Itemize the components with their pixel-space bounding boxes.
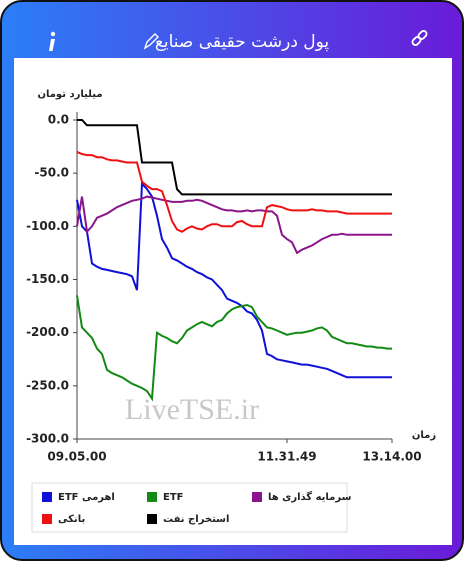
legend-swatch [42,492,52,502]
legend-box [31,482,348,533]
legend-swatch [147,492,157,502]
legend-label: ETF اهرمی [58,492,115,503]
x-tick-label: 11.31.49 [257,450,316,464]
legend-swatch [147,514,157,524]
series-line [77,119,392,196]
x-tick-label: 13.14.00 [362,450,421,464]
y-tick-label: -300.0 [26,432,69,446]
watermark: LiveTSE.ir [125,393,259,426]
y-tick-label: -100.0 [26,219,69,233]
legend-label: استخراج نفت [163,514,229,525]
legend-label: ETF [163,492,183,503]
x-axis-label: زمان [412,430,436,441]
y-tick-label: -50.0 [34,166,69,180]
y-tick-label: -200.0 [26,325,69,339]
y-tick-label: 0.0 [48,113,69,127]
header-title: پول درشت حقیقی صنایع [155,32,330,52]
series-line [76,195,392,255]
x-tick-label: 09.05.00 [47,450,106,464]
series-line [76,181,392,379]
info-icon[interactable] [49,31,56,51]
legend-label: سرمایه گذاری ها [268,490,352,503]
legend-swatch [42,514,52,524]
y-axis-label: میلیارد تومان [37,89,102,100]
legend-swatch [252,492,262,502]
y-tick-label: -250.0 [26,378,69,392]
link-icon[interactable] [411,30,428,47]
edit-icon[interactable] [143,33,159,50]
series-line [76,295,392,402]
y-tick-label: -150.0 [26,272,69,286]
legend-label: بانکی [58,514,85,525]
series-line [76,150,392,233]
